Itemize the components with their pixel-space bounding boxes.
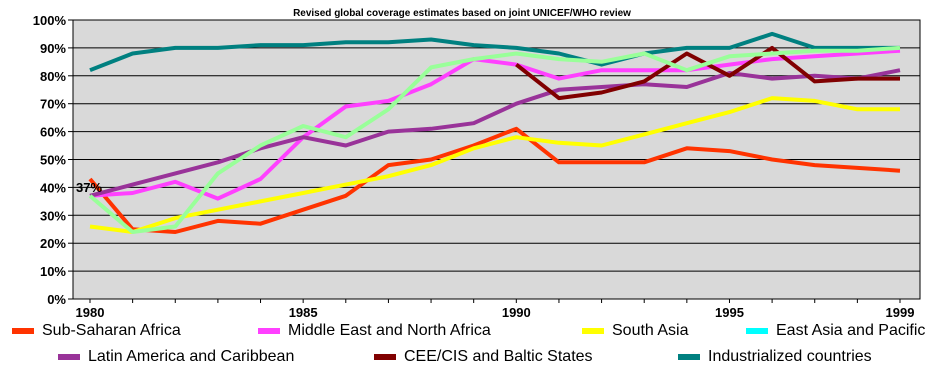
- legend-label: Middle East and North Africa: [288, 322, 491, 339]
- legend-item-sub-saharan-africa: Sub-Saharan Africa: [12, 322, 181, 340]
- series-line-latin-america-and-caribbean: [89, 68, 901, 198]
- annotation-label: 37%: [76, 180, 102, 195]
- legend-label: Sub-Saharan Africa: [42, 322, 181, 339]
- legend-label: Latin America and Caribbean: [88, 348, 295, 365]
- x-tick-label: 1990: [502, 305, 531, 320]
- y-axis-ticks: 0% 10% 20% 30% 40% 50% 60% 70% 80% 90% 100%: [33, 13, 73, 307]
- legend-item-latin-america-caribbean: Latin America and Caribbean: [58, 348, 294, 366]
- legend-swatch: [678, 354, 700, 360]
- chart-title: Revised global coverage estimates based …: [293, 8, 631, 19]
- legend-swatch: [258, 328, 280, 334]
- legend-label: South Asia: [612, 322, 689, 339]
- series-line-sub-saharan-africa: [88, 126, 901, 234]
- legend-swatch: [58, 354, 80, 360]
- y-tick-label: 40%: [40, 180, 66, 195]
- x-tick-label: 1995: [715, 305, 744, 320]
- legend-item-east-asia-pacific: East Asia and Pacific: [746, 322, 925, 340]
- x-axis-ticks: 1980 1985 1990 1995 1999: [76, 299, 915, 320]
- y-tick-label: 50%: [40, 153, 66, 168]
- y-tick-label: 70%: [40, 97, 66, 112]
- line-chart: 0%10%20%30%40%50%60%70%80%90%100% 1980 19…: [33, 8, 921, 320]
- y-tick-label: 10%: [40, 264, 66, 279]
- y-tick-label: 30%: [40, 208, 66, 223]
- legend-item-middle-east-north-africa: Middle East and North Africa: [258, 322, 491, 340]
- legend-row-2: Latin America and Caribbean CEE/CIS and …: [0, 348, 946, 368]
- legend-item-cee-cis-baltic: CEE/CIS and Baltic States: [374, 348, 593, 366]
- series-line-middle-east-and-north-africa: [89, 48, 901, 201]
- y-tick-label: 20%: [40, 236, 66, 251]
- legend-label: CEE/CIS and Baltic States: [404, 348, 593, 365]
- y-tick-label: 90%: [40, 41, 66, 56]
- x-tick-label: 1980: [76, 305, 105, 320]
- y-tick-label: 0%: [47, 292, 66, 307]
- x-tick-label: 1985: [289, 305, 318, 320]
- series-lines: [88, 31, 901, 234]
- series-line-unlabeled-7: [88, 45, 901, 234]
- legend-swatch: [374, 354, 396, 360]
- legend-item-south-asia: South Asia: [582, 322, 689, 340]
- legend-swatch: [746, 328, 768, 334]
- legend-item-industrialized-countries: Industrialized countries: [678, 348, 872, 366]
- legend-label: Industrialized countries: [708, 348, 872, 365]
- series-line-industrialized-countries: [89, 31, 900, 73]
- legend-label: East Asia and Pacific: [776, 322, 926, 339]
- y-tick-label: 100%: [33, 13, 67, 28]
- series-line-south-asia: [89, 96, 900, 234]
- x-tick-label: 1999: [886, 305, 915, 320]
- y-tick-label: 60%: [40, 125, 66, 140]
- legend-swatch: [582, 328, 604, 334]
- legend-row-1: Sub-Saharan Africa Middle East and North…: [0, 322, 946, 342]
- y-tick-label: 80%: [40, 69, 66, 84]
- legend-swatch: [12, 328, 34, 334]
